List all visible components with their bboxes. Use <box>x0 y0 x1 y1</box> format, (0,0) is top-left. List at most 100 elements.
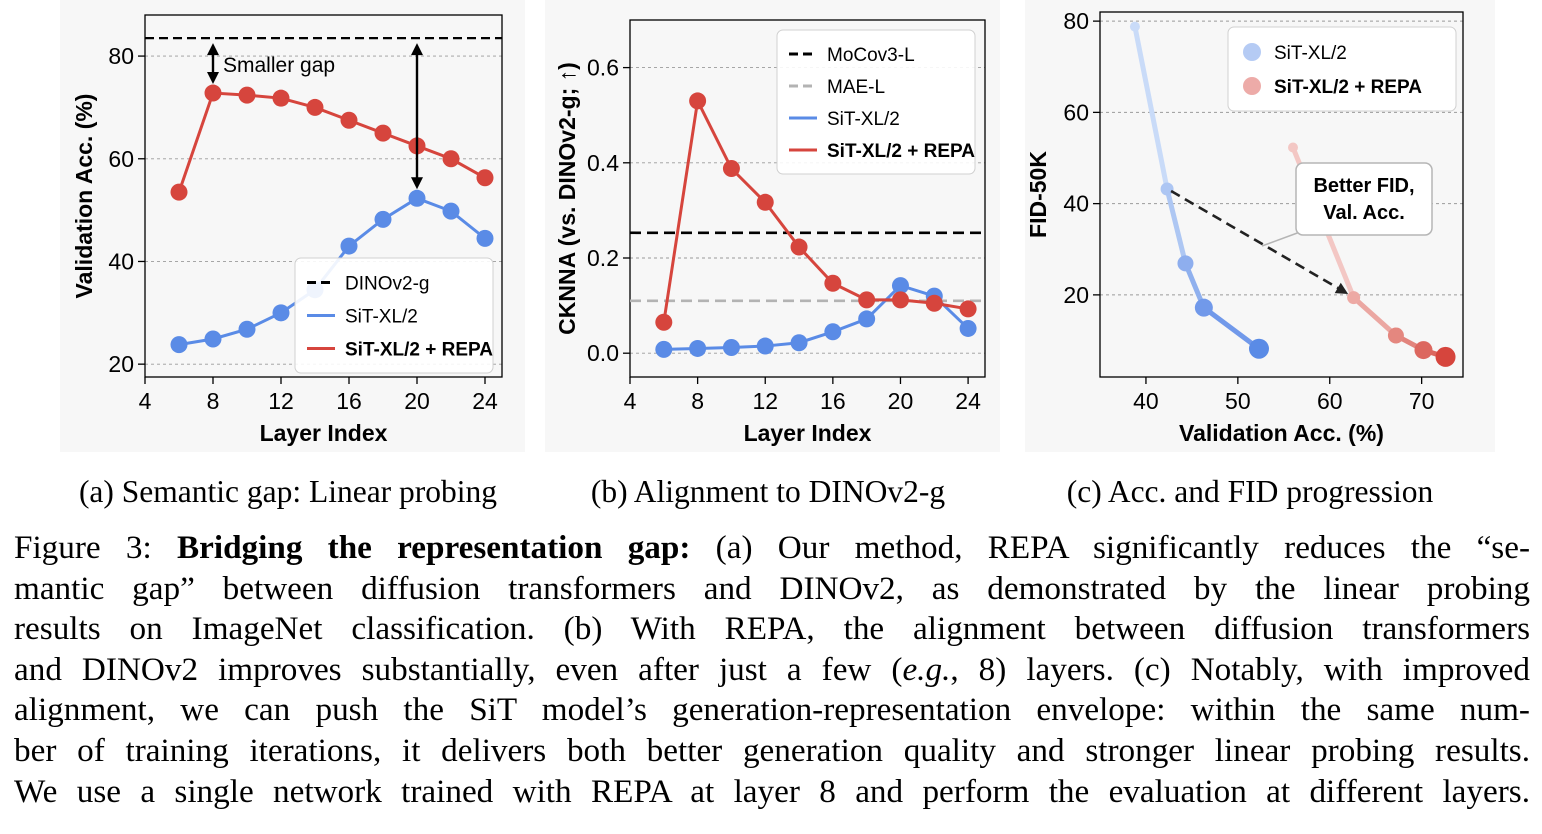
series-line <box>663 283 970 351</box>
y-tick-label: 0.0 <box>587 340 619 366</box>
caption-line: alignment, we can push the SiT model’s g… <box>14 690 1530 731</box>
caption-bold-text: Bridging the representation gap: <box>177 529 691 566</box>
panel-c-chart: 20 40 60 80 40 50 60 70 Validation Acc. (%) FID-5… <box>1025 8 1464 446</box>
gap-annotation-label: Smaller gap <box>223 54 335 77</box>
x-tick-label: 24 <box>472 388 498 414</box>
x-tick-label: 20 <box>888 388 914 414</box>
data-point <box>891 291 909 309</box>
y-tick-label: 20 <box>1063 282 1089 308</box>
caption-text: ber of training iterations, it delivers … <box>14 731 1530 769</box>
caption-text: , 8) layers. (c) Notably, with improved <box>950 650 1530 688</box>
x-tick-label: 12 <box>752 388 778 414</box>
legend-label: SiT-XL/2 <box>345 307 418 328</box>
improvement-arrow-shaft <box>1170 189 1341 291</box>
y-tick-label: 40 <box>108 248 134 274</box>
data-point <box>1194 298 1213 317</box>
legend-box <box>1227 26 1457 112</box>
caption-line: ber of training iterations, it delivers … <box>14 731 1530 772</box>
callout-text-line: Val. Acc. <box>1323 202 1405 224</box>
x-tick-label: 4 <box>139 388 152 414</box>
caption-text: alignment, we can push the SiT model’s g… <box>14 691 1530 729</box>
data-point <box>689 92 707 110</box>
gap-arrow-head <box>411 177 423 190</box>
data-point <box>204 84 222 102</box>
data-point <box>858 291 876 309</box>
data-point <box>959 300 977 318</box>
panel-a-chart: 20 40 60 80 4 8 12 16 20 24 Layer Index Validation … <box>71 14 503 446</box>
y-tick-label: 0.2 <box>587 245 619 271</box>
subcaption-b: (b) Alignment to DINOv2-g <box>591 474 946 509</box>
data-point <box>925 294 943 312</box>
data-point <box>722 160 740 178</box>
legend-label: MoCov3-L <box>827 45 915 66</box>
figure-3: 20 40 60 80 4 8 12 16 20 24 Layer Index Validation … <box>71 8 1464 509</box>
x-tick-label: 16 <box>336 388 362 414</box>
progression-segment <box>1201 305 1262 352</box>
panel-b-chart: 0.0 0.2 0.4 0.6 4 8 12 16 20 24 Layer Index CKNNA (… <box>554 19 986 446</box>
x-tick-label: 8 <box>207 388 220 414</box>
x-tick-label: 24 <box>955 388 981 414</box>
x-tick-label: 12 <box>268 388 294 414</box>
data-point <box>655 340 673 358</box>
data-point <box>238 86 256 104</box>
caption-text: and DINOv2 improves substantially, even … <box>14 650 903 688</box>
data-point <box>756 337 774 355</box>
data-point <box>1287 142 1298 153</box>
y-tick-label: 80 <box>1063 8 1089 34</box>
subcaption-a: (a) Semantic gap: Linear probing <box>79 474 497 509</box>
x-tick-label: 4 <box>624 388 637 414</box>
callout-box <box>1295 162 1433 236</box>
data-point <box>1248 338 1269 359</box>
data-point <box>689 339 707 357</box>
data-point <box>272 304 290 322</box>
data-point <box>858 310 876 328</box>
caption-line: and DINOv2 improves substantially, even … <box>14 650 1530 691</box>
x-axis-label: Validation Acc. (%) <box>1179 420 1384 446</box>
x-tick-label: 40 <box>1133 388 1159 414</box>
plot-frame <box>1099 11 1464 378</box>
data-point <box>1387 327 1404 344</box>
caption-line: We use a single network trained with REP… <box>14 772 1530 813</box>
x-axis-label: Layer Index <box>744 420 872 446</box>
progression-segment <box>1164 186 1188 266</box>
legend-marker <box>1243 43 1261 61</box>
data-point <box>824 274 842 292</box>
data-point <box>340 237 358 255</box>
callout-text-line: Better FID, <box>1313 175 1414 197</box>
data-point <box>374 210 392 228</box>
legend-label: MAE-L <box>827 77 885 98</box>
data-point <box>238 320 256 338</box>
data-point <box>340 111 358 129</box>
data-point <box>1435 346 1456 367</box>
data-point <box>272 89 290 107</box>
data-point <box>170 336 188 354</box>
legend-label: SiT-XL/2 <box>827 109 900 130</box>
subcaption-c: (c) Acc. and FID progression <box>1067 474 1434 509</box>
data-point <box>790 238 808 256</box>
x-tick-label: 8 <box>691 388 704 414</box>
y-tick-label: 0.4 <box>587 150 619 176</box>
data-point <box>408 189 426 207</box>
data-point <box>790 334 808 352</box>
y-tick-label: 40 <box>1063 191 1089 217</box>
y-axis-label: Validation Acc. (%) <box>71 94 97 299</box>
legend-box <box>776 29 976 175</box>
caption-text: results on ImageNet classification. (b) … <box>14 610 1530 648</box>
data-point <box>722 338 740 356</box>
x-tick-label: 20 <box>404 388 430 414</box>
plot-frame <box>629 19 986 378</box>
gap-arrow-head <box>411 43 423 56</box>
progression-segment <box>1132 24 1170 192</box>
x-tick-label: 60 <box>1317 388 1343 414</box>
data-point <box>959 319 977 337</box>
legend-label: SiT-XL/2 + REPA <box>1274 77 1422 98</box>
data-point <box>1160 182 1174 196</box>
data-point <box>655 313 673 331</box>
x-tick-label: 70 <box>1409 388 1435 414</box>
series-line <box>662 96 969 323</box>
y-axis-label: FID-50K <box>1025 151 1051 238</box>
y-tick-label: 80 <box>108 43 134 69</box>
legend-label: SiT-XL/2 + REPA <box>345 340 493 361</box>
x-tick-label: 16 <box>820 388 846 414</box>
data-point <box>756 193 774 211</box>
